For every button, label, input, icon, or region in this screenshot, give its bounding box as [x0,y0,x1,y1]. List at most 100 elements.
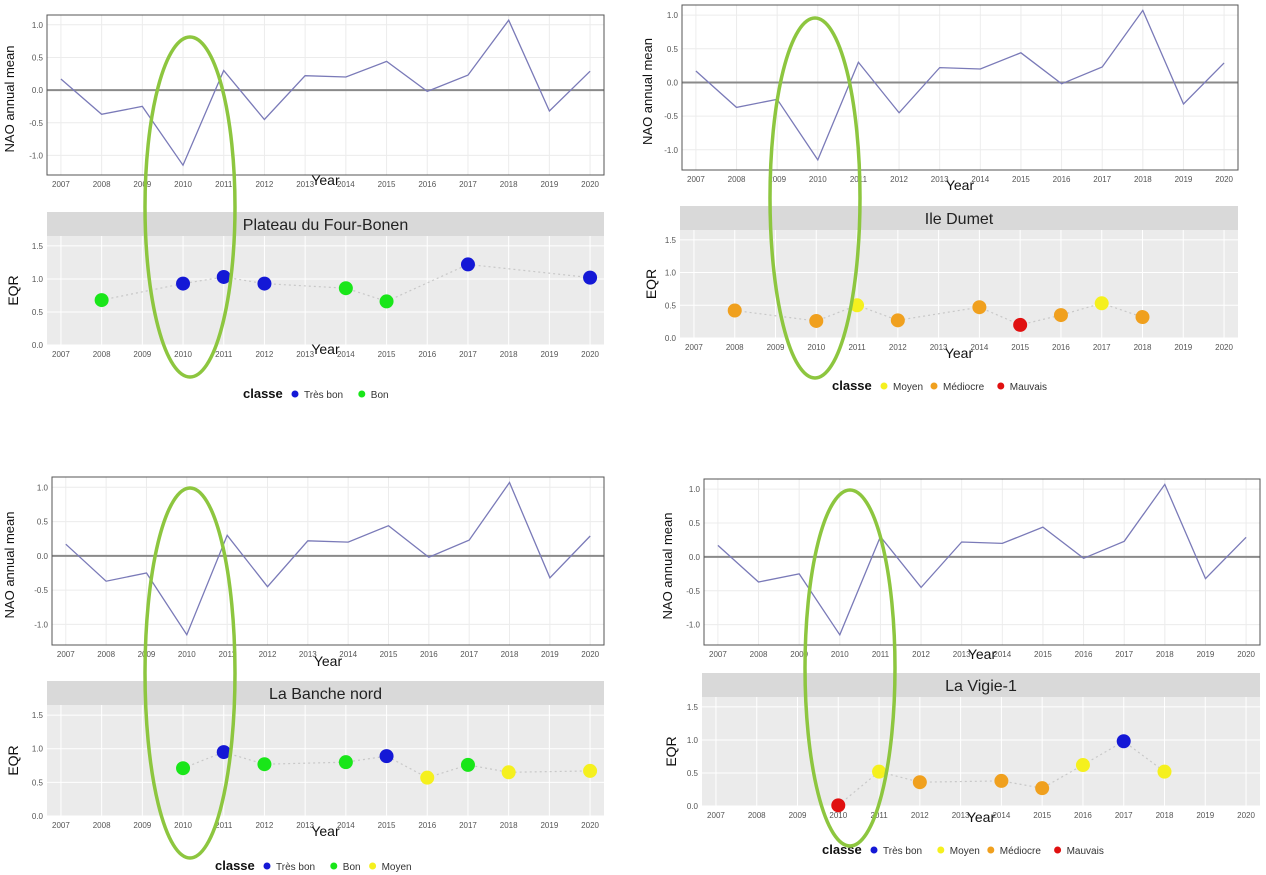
eqr-point [460,257,475,272]
nao-xtick-label: 2020 [1215,175,1233,184]
legend-key [870,846,878,854]
eqr-point [501,765,516,780]
figure-panel-4: -1.0 -0.5 0.0 0.5 1.0 2007 2008 2009 2010 2011 201… [660,478,1261,857]
eqr-xtick-label: 2018 [1134,343,1152,352]
eqr-point [912,775,927,790]
legend-key [997,382,1005,390]
facet-strip [702,673,1260,697]
eqr-ytick-label: 1.0 [32,275,44,284]
nao-xtick-label: 2007 [57,650,75,659]
eqr-y-axis-title: EQR [5,275,21,305]
nao-plot-border [681,4,1239,171]
eqr-plot-area [47,236,604,345]
eqr-point [1094,296,1109,311]
eqr-xtick-label: 2008 [93,350,111,359]
nao-xtick-label: 2007 [709,650,727,659]
nao-ytick-label: 0.5 [32,53,44,62]
nao-xtick-label: 2020 [1237,650,1255,659]
eqr-xtick-label: 2017 [459,821,477,830]
nao-xtick-label: 2010 [809,175,827,184]
eqr-plot-area [702,697,1260,806]
eqr-ytick-label: 1.0 [32,745,44,754]
nao-xtick-label: 2016 [1053,175,1071,184]
nao-xtick-label: 2018 [1156,650,1174,659]
nao-xtick-label: 2010 [174,180,192,189]
eqr-point [872,764,887,779]
legend-label: Médiocre [1000,846,1042,857]
nao-xtick-label: 2018 [500,180,518,189]
nao-xtick-label: 2009 [133,180,151,189]
eqr-xtick-label: 2009 [133,350,151,359]
nao-xtick-label: 2014 [993,650,1011,659]
eqr-xtick-label: 2016 [1052,343,1070,352]
eqr-x-axis-title: Year [311,823,340,839]
nao-xtick-label: 2011 [219,650,237,659]
nao-ytick-label: 0.5 [667,45,679,54]
nao-plot-area [682,5,1238,170]
nao-xtick-label: 2017 [460,650,478,659]
eqr-xtick-label: 2009 [767,343,785,352]
eqr-point [1116,734,1131,749]
eqr-ytick-label: 1.5 [687,703,699,712]
eqr-xtick-label: 2020 [581,350,599,359]
nao-plot-area [47,15,604,175]
legend: classe Très bon Bon Moyen [215,858,412,873]
nao-xtick-label: 2017 [1115,650,1133,659]
eqr-xtick-label: 2013 [296,821,314,830]
nao-xtick-label: 2016 [420,650,438,659]
legend-label: Très bon [276,862,315,873]
legend-label: Moyen [950,846,980,857]
nao-plot-area [704,479,1260,645]
nao-series-line [695,9,1225,162]
eqr-xtick-label: 2008 [93,821,111,830]
nao-xtick-label: 2015 [380,650,398,659]
nao-ytick-label: 0.0 [667,78,679,87]
facet-title: La Banche nord [269,686,382,703]
eqr-xtick-label: 2010 [807,343,825,352]
figure-panel-2: -1.0 -0.5 0.0 0.5 1.0 2007 2008 2009 2010 2011 201… [640,4,1239,393]
nao-xtick-label: 2013 [953,650,971,659]
facet-title: Plateau du Four-Bonen [243,217,408,234]
eqr-xtick-label: 2013 [296,350,314,359]
eqr-point [379,749,394,764]
eqr-ytick-label: 0.5 [687,769,699,778]
figure-panel-3: -1.0 -0.5 0.0 0.5 1.0 2007 2008 2009 2010 2011 201… [2,476,605,873]
eqr-point [460,757,475,772]
eqr-xtick-label: 2011 [848,343,866,352]
eqr-point [257,757,272,772]
eqr-point [176,761,191,776]
legend-key [930,382,938,390]
nao-ytick-label: 1.0 [37,483,49,492]
nao-xtick-label: 2017 [459,180,477,189]
nao-plot-border [46,14,605,176]
eqr-ytick-label: 1.0 [687,736,699,745]
eqr-point [379,294,394,309]
eqr-xtick-label: 2011 [215,821,233,830]
eqr-point [420,770,435,785]
eqr-ytick-label: 1.5 [32,711,44,720]
eqr-ytick-label: 0.5 [665,301,677,310]
nao-ytick-label: 0.0 [37,552,49,561]
eqr-xtick-label: 2017 [459,350,477,359]
nao-xtick-label: 2017 [1093,175,1111,184]
eqr-point [1053,308,1068,323]
nao-plot-border [51,476,605,646]
legend-label: Moyen [893,382,923,393]
nao-xtick-label: 2016 [418,180,436,189]
eqr-xtick-label: 2015 [1033,811,1051,820]
legend-key [358,390,366,398]
nao-x-axis-title: Year [946,177,975,193]
legend: classe Moyen Médiocre Mauvais [832,378,1047,393]
legend-label: Mauvais [1067,846,1104,857]
eqr-point [176,276,191,291]
highlight-ellipse [768,16,862,380]
eqr-xtick-label: 2014 [992,811,1010,820]
nao-xtick-label: 2008 [97,650,115,659]
eqr-plot-area [680,230,1238,338]
highlight-ellipse [143,486,237,860]
nao-x-axis-title: Year [968,646,997,662]
eqr-point [583,270,598,285]
facet-title: Ile Dumet [925,211,994,228]
nao-xtick-label: 2020 [581,180,599,189]
nao-ytick-label: -0.5 [29,119,43,128]
